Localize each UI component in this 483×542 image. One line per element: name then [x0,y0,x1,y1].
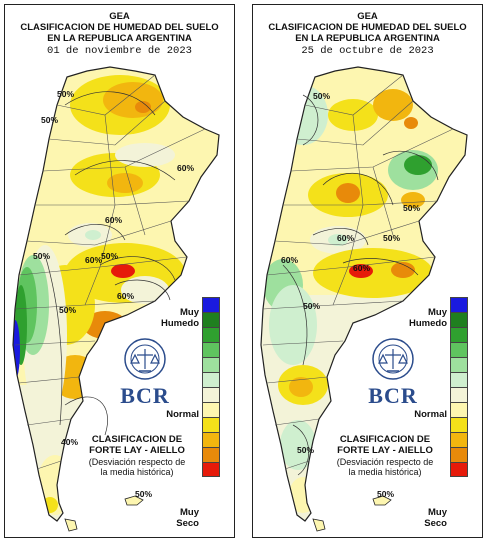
isoline-label: 60% [117,291,135,301]
legend-swatch [450,342,468,357]
bcr-brand: BCR [368,383,418,408]
panel-title-main: CLASIFICACION DE HUMEDAD DEL SUELO [20,22,219,33]
isoline-label: 60% [281,255,299,265]
legend-swatch [450,297,468,312]
legend-swatch [450,462,468,477]
isoline-label: 50% [303,301,321,311]
color-legend [450,297,468,477]
isoline-label: 50% [41,115,59,125]
legend-swatch [202,372,220,387]
legend-dry-label: Muy Seco [176,507,199,529]
isoline-label: 50% [313,91,331,101]
legend-swatch [202,357,220,372]
isoline-label: 50% [57,89,75,99]
legend-swatch [450,387,468,402]
legend-swatch [202,447,220,462]
panel-title-country: EN LA REPUBLICA ARGENTINA [295,33,440,44]
legend-wet-label: Muy Humedo [409,307,447,329]
classification-note: (Desviación respecto de la media históric… [336,457,434,477]
bcr-brand: BCR [120,383,170,408]
isoline-label: 50% [101,251,119,261]
panel-title-gea: GEA [109,11,130,22]
legend-swatch [450,357,468,372]
legend-wet-label: Muy Humedo [161,307,199,329]
bcr-seal-logo [124,338,166,380]
bcr-seal-logo [372,338,414,380]
legend-swatch [202,342,220,357]
isoline-label: 50% [297,445,315,455]
panel-date: 25 de octubre de 2023 [301,45,434,57]
legend-swatch [450,312,468,327]
isoline-label: 60% [177,163,195,173]
map-panel-left: GEA CLASIFICACION DE HUMEDAD DEL SUELO E… [4,4,235,538]
isoline-label: 50% [403,203,421,213]
legend-swatch [450,327,468,342]
legend-swatch [202,402,220,417]
isoline-label: 60% [337,233,355,243]
legend-swatch [202,312,220,327]
isoline-label: 50% [383,233,401,243]
legend-swatch [202,387,220,402]
legend-swatch [450,447,468,462]
map-panel-right: GEA CLASIFICACION DE HUMEDAD DEL SUELO E… [252,4,483,538]
isoline-label: 60% [85,255,103,265]
legend-swatch [202,432,220,447]
panel-title-gea: GEA [357,11,378,22]
isoline-label: 50% [135,489,153,499]
legend-swatch [202,462,220,477]
isoline-label: 50% [377,489,395,499]
isoline-label: 50% [33,251,51,261]
legend-dry-label: Muy Seco [424,507,447,529]
legend-swatch [450,432,468,447]
legend-swatch [202,327,220,342]
legend-swatch [450,417,468,432]
isoline-label: 40% [61,437,79,447]
legend-swatch [450,402,468,417]
panel-title-country: EN LA REPUBLICA ARGENTINA [47,33,192,44]
isoline-label: 60% [353,263,371,273]
color-legend [202,297,220,477]
legend-normal-label: Normal [166,409,199,420]
soil-moisture-map [12,66,220,532]
legend-swatch [202,417,220,432]
panel-title-main: CLASIFICACION DE HUMEDAD DEL SUELO [268,22,467,33]
isoline-label: 50% [59,305,77,315]
soil-moisture-map [260,66,468,532]
isoline-label: 60% [105,215,123,225]
panel-date: 01 de noviembre de 2023 [47,45,192,57]
legend-swatch [450,372,468,387]
classification-title: CLASIFICACION DE FORTE LAY - AIELLO [337,434,433,456]
classification-note: (Desviación respecto de la media históric… [88,457,186,477]
legend-normal-label: Normal [414,409,447,420]
legend-swatch [202,297,220,312]
classification-title: CLASIFICACION DE FORTE LAY - AIELLO [89,434,185,456]
